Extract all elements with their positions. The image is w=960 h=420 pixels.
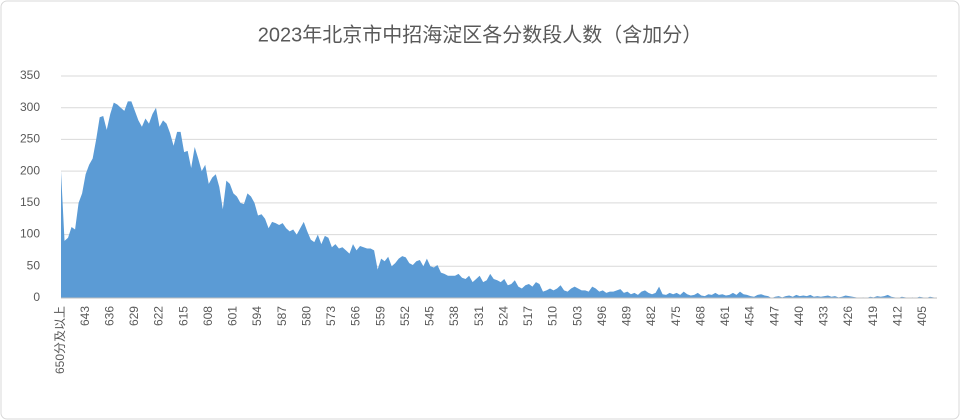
x-tick-label: 573 (324, 306, 338, 326)
x-tick-label: 545 (423, 306, 437, 326)
x-tick-label: 552 (398, 306, 412, 326)
x-tick-label: 538 (447, 306, 461, 326)
x-tick-label: 587 (275, 306, 289, 326)
x-tick-label: 419 (866, 306, 880, 326)
x-tick-label: 580 (299, 306, 313, 326)
area (61, 101, 937, 299)
x-tick-label: 426 (841, 306, 855, 326)
x-tick-label: 489 (620, 306, 634, 326)
x-tick-label: 447 (767, 306, 781, 326)
y-tick-label: 150 (20, 195, 40, 209)
x-tick-label: 510 (546, 306, 560, 326)
chart-title: 2023年北京市中招海淀区各分数段人数（含加分） (258, 23, 703, 46)
x-tick-label: 405 (915, 306, 929, 326)
x-tick-label: 461 (718, 306, 732, 326)
x-tick-label: 503 (570, 306, 584, 326)
x-tick-label: 559 (373, 306, 387, 326)
x-tick-label: 629 (127, 306, 141, 326)
x-tick-label: 643 (78, 306, 92, 326)
x-tick-label: 482 (644, 306, 658, 326)
x-tick-label: 566 (349, 306, 363, 326)
x-tick-label: 594 (250, 306, 264, 326)
x-tick-label: 433 (817, 306, 831, 326)
y-tick-label: 350 (20, 68, 40, 82)
y-tick-label: 300 (20, 100, 40, 114)
y-tick-label: 0 (33, 290, 40, 304)
y-tick-label: 50 (27, 258, 41, 272)
y-tick-label: 200 (20, 163, 40, 177)
x-tick-label: 517 (521, 306, 535, 326)
x-tick-label: 454 (743, 306, 757, 326)
x-tick-label: 531 (472, 306, 486, 326)
x-tick-label: 650分及以上 (53, 306, 67, 374)
y-tick-label: 100 (20, 227, 40, 241)
x-tick-label: 475 (669, 306, 683, 326)
y-tick-label: 250 (20, 132, 40, 146)
x-tick-label: 440 (792, 306, 806, 326)
x-tick-label: 468 (693, 306, 707, 326)
x-tick-label: 601 (226, 306, 240, 326)
x-tick-label: 622 (152, 306, 166, 326)
x-tick-label: 636 (102, 306, 116, 326)
x-tick-label: 615 (176, 306, 190, 326)
x-tick-label: 496 (595, 306, 609, 326)
x-tick-label: 412 (890, 306, 904, 326)
x-tick-label: 608 (201, 306, 215, 326)
x-tick-label: 524 (496, 306, 510, 326)
